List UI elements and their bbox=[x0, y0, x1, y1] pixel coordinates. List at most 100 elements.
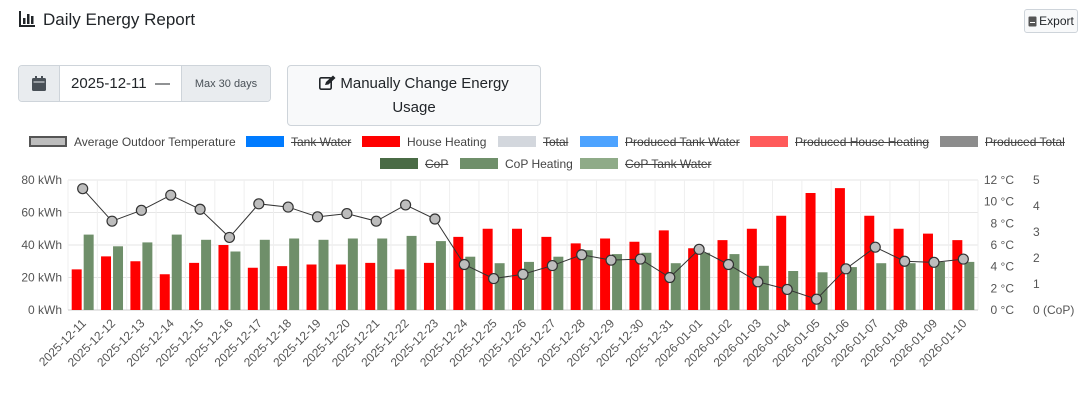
bar-house-heating bbox=[71, 269, 82, 310]
temperature-point bbox=[370, 215, 382, 227]
bar-cop-heating bbox=[171, 234, 182, 310]
bar-cop-heating bbox=[876, 263, 887, 310]
manual-button-line2: Usage bbox=[392, 99, 436, 116]
chart-legend: Average Outdoor Temperature Tank Water Hou… bbox=[0, 130, 1089, 176]
export-label: Export bbox=[1039, 14, 1074, 28]
y-tick-label-cop: 1 bbox=[1033, 277, 1040, 291]
temperature-point bbox=[517, 268, 529, 280]
bar-house-heating bbox=[952, 240, 963, 310]
bar-chart-icon bbox=[19, 11, 35, 27]
bar-cop-heating bbox=[435, 241, 446, 310]
legend-swatch bbox=[580, 158, 618, 169]
page-title: Daily Energy Report bbox=[43, 10, 196, 29]
temperature-point bbox=[311, 211, 324, 223]
legend-swatch bbox=[246, 136, 284, 147]
temperature-point bbox=[576, 249, 588, 261]
legend-swatch bbox=[380, 158, 418, 169]
temperature-point bbox=[135, 204, 147, 216]
bar-house-heating bbox=[482, 228, 493, 310]
temperature-point bbox=[605, 254, 617, 266]
temperature-point bbox=[957, 253, 969, 265]
y-tick-label-cop: 4 bbox=[1033, 199, 1040, 213]
legend-label: Total bbox=[543, 135, 569, 149]
bar-house-heating bbox=[247, 267, 258, 310]
legend-label: CoP Tank Water bbox=[625, 157, 712, 171]
temperature-point bbox=[899, 255, 911, 267]
bar-house-heating bbox=[717, 240, 728, 310]
temperature-point bbox=[752, 276, 764, 288]
y-tick-label-kwh: 0 kWh bbox=[28, 303, 62, 317]
bar-cop-heating bbox=[729, 254, 740, 310]
export-button[interactable]: Export bbox=[1024, 9, 1078, 33]
bar-cop-heating bbox=[465, 256, 476, 310]
temperature-point bbox=[781, 283, 793, 296]
manually-change-energy-button[interactable]: Manually Change Energy Usage bbox=[287, 65, 541, 126]
bar-cop-heating bbox=[289, 238, 300, 310]
temperature-point bbox=[634, 253, 647, 265]
bar-house-heating bbox=[864, 215, 875, 310]
temperature-point bbox=[341, 207, 353, 220]
date-range-picker[interactable]: Max 30 days bbox=[18, 65, 271, 102]
legend-swatch bbox=[498, 136, 536, 147]
bar-house-heating bbox=[159, 274, 170, 310]
bar-cop-heating bbox=[934, 261, 945, 310]
legend-swatch bbox=[580, 136, 618, 147]
temperature-point bbox=[546, 259, 558, 272]
bar-cop-heating bbox=[113, 246, 124, 310]
bar-cop-heating bbox=[670, 263, 681, 310]
y-tick-label-cop: 2 bbox=[1033, 251, 1040, 265]
bar-house-heating bbox=[394, 269, 405, 310]
bar-house-heating bbox=[101, 256, 112, 310]
legend-label: Produced House Heating bbox=[795, 135, 930, 149]
legend-label: CoP Heating bbox=[505, 157, 573, 171]
bar-house-heating bbox=[277, 266, 288, 310]
bar-cop-heating bbox=[700, 252, 711, 310]
legend-swatch bbox=[29, 136, 67, 147]
bar-house-heating bbox=[834, 188, 845, 310]
bar-house-heating bbox=[189, 262, 200, 310]
y-tick-label-temp: 6 °C bbox=[991, 238, 1015, 252]
y-tick-label-kwh: 60 kWh bbox=[21, 206, 62, 220]
temperature-point bbox=[253, 198, 265, 210]
bar-cop-heating bbox=[758, 265, 769, 310]
date-range-input[interactable] bbox=[60, 66, 181, 101]
temperature-point bbox=[693, 243, 705, 255]
max-days-label: Max 30 days bbox=[181, 66, 270, 101]
legend-label: House Heating bbox=[407, 135, 487, 149]
y-tick-label-cop: 3 bbox=[1033, 225, 1040, 239]
legend-label: Average Outdoor Temperature bbox=[74, 135, 236, 149]
bar-cop-heating bbox=[524, 261, 534, 310]
temperature-point bbox=[282, 201, 294, 213]
temperature-point bbox=[429, 213, 441, 225]
bar-house-heating bbox=[805, 193, 816, 310]
bar-cop-heating bbox=[582, 250, 593, 310]
calendar-icon bbox=[32, 76, 46, 91]
bar-cop-heating bbox=[641, 252, 652, 310]
temperature-point bbox=[194, 203, 206, 215]
calendar-button[interactable] bbox=[19, 66, 60, 101]
manual-button-line1: Manually Change Energy bbox=[340, 75, 509, 92]
bar-house-heating bbox=[893, 228, 904, 310]
bar-cop-heating bbox=[905, 263, 916, 310]
bar-cop-heating bbox=[83, 234, 94, 310]
bar-house-heating bbox=[688, 248, 699, 310]
bar-house-heating bbox=[600, 238, 611, 310]
bar-cop-heating bbox=[788, 271, 799, 310]
bar-cop-heating bbox=[230, 251, 241, 310]
y-tick-label-temp: 4 °C bbox=[991, 260, 1015, 274]
legend-label: Tank Water bbox=[291, 135, 352, 149]
bar-cop-heating bbox=[201, 239, 212, 310]
edit-icon bbox=[319, 75, 336, 90]
temperature-point bbox=[165, 189, 177, 201]
y-tick-label-temp: 8 °C bbox=[991, 216, 1015, 230]
bar-house-heating bbox=[218, 245, 229, 310]
temperature-point bbox=[399, 199, 412, 211]
y-tick-label-cop: 0 (CoP) bbox=[1033, 303, 1074, 317]
bar-cop-heating bbox=[846, 267, 857, 310]
y-tick-label-kwh: 40 kWh bbox=[21, 238, 62, 252]
temperature-point bbox=[840, 263, 852, 275]
legend-swatch bbox=[460, 158, 498, 169]
bar-cop-heating bbox=[142, 242, 153, 310]
bar-cop-heating bbox=[494, 263, 505, 310]
legend-swatch bbox=[362, 136, 400, 147]
